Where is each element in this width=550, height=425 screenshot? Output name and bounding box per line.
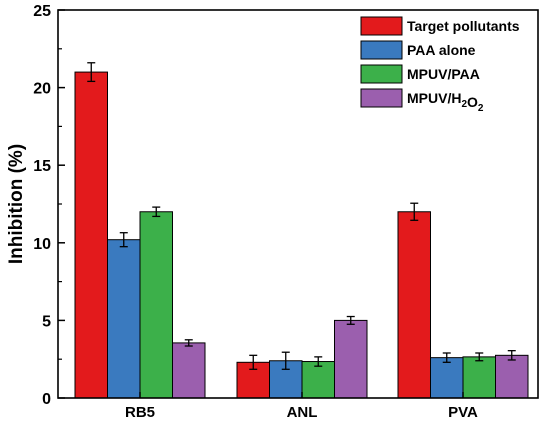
y-tick-label: 0: [42, 391, 51, 408]
legend-item-3: MPUV/PAA: [360, 64, 480, 84]
legend-label: Target pollutants: [407, 18, 520, 34]
y-axis: 0 5 10 15 20 25: [33, 3, 65, 408]
legend-label: MPUV/H2O2: [407, 90, 484, 114]
legend-item-1: Target pollutants: [360, 16, 520, 36]
legend-label: MPUV/PAA: [407, 66, 480, 82]
legend: Target pollutants PAA alone MPUV/PAA MPUV/H…: [360, 16, 520, 114]
bar-rb5-series-4: [172, 342, 206, 399]
bar-pva-series-3: [462, 356, 496, 399]
error-bar-pva-series-3: [475, 352, 484, 362]
error-bar-rb5-series-4: [184, 339, 193, 347]
bar-anl-series-3: [301, 361, 335, 399]
bars-layer: [74, 71, 529, 399]
bar-anl-series-4: [334, 319, 368, 399]
error-bar-anl-series-4: [346, 315, 355, 325]
y-tick-label: 25: [33, 3, 51, 20]
bar-pva-series-2: [430, 357, 464, 399]
error-bar-rb5-series-3: [152, 206, 161, 218]
y-axis-label: Inhibition (%): [6, 144, 27, 264]
error-bar-anl-series-2: [281, 351, 290, 370]
legend-swatch: [360, 88, 403, 108]
legend-swatch: [360, 64, 403, 84]
bar-rb5-series-1: [74, 71, 108, 399]
legend-item-4: MPUV/H2O2: [360, 88, 484, 114]
legend-swatch: [360, 16, 403, 36]
legend-item-2: PAA alone: [360, 40, 476, 60]
y-tick-label: 20: [33, 81, 51, 98]
error-bar-pva-series-1: [410, 202, 419, 221]
x-tick-label-rb5: RB5: [125, 404, 155, 421]
error-bar-anl-series-3: [314, 356, 323, 367]
error-bar-pva-series-4: [507, 350, 516, 361]
x-axis: RB5 ANL PVA: [125, 392, 478, 421]
error-bars-layer: [87, 62, 516, 370]
error-bar-rb5-series-2: [119, 232, 128, 248]
y-tick-label: 15: [33, 158, 51, 175]
error-bar-anl-series-1: [249, 354, 258, 370]
x-tick-label-pva: PVA: [448, 404, 478, 421]
bar-rb5-series-3: [139, 211, 173, 399]
y-tick-label: 10: [33, 236, 51, 253]
bar-pva-series-1: [397, 211, 431, 399]
x-tick-label-anl: ANL: [287, 404, 318, 421]
bar-rb5-series-2: [107, 239, 141, 399]
error-bar-rb5-series-1: [87, 62, 96, 83]
y-tick-label: 5: [42, 313, 51, 330]
bar-pva-series-4: [495, 354, 529, 399]
legend-swatch: [360, 40, 403, 60]
error-bar-pva-series-2: [442, 352, 451, 363]
legend-label: PAA alone: [407, 42, 476, 58]
